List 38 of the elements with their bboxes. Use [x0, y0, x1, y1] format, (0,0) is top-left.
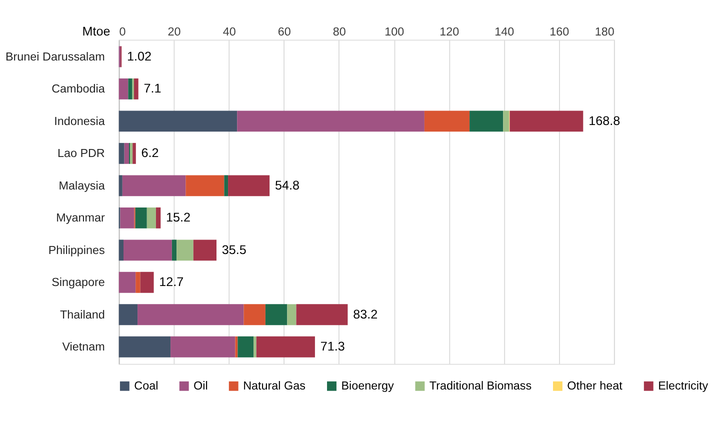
x-tick-label: 120 [440, 26, 460, 39]
total-label: 1.02 [126, 49, 152, 64]
legend-label: Coal [134, 380, 158, 393]
y-tick-label: Vietnam [62, 340, 105, 354]
x-tick-label: 100 [384, 26, 405, 39]
total-label: 7.1 [144, 82, 162, 96]
legend-label: Other heat [567, 380, 624, 393]
x-tick-label: 180 [594, 26, 615, 39]
y-tick-label: Philippines [48, 244, 106, 257]
y-tick-label: Singapore [52, 276, 105, 290]
x-tick-label: 60 [278, 26, 292, 39]
total-label: 35.5 [222, 242, 246, 257]
x-tick-label: 80 [332, 26, 346, 39]
x-tick-label: 160 [550, 26, 570, 39]
total-label: 83.2 [353, 307, 378, 322]
x-tick-label: 140 [494, 26, 515, 39]
x-tick-label: 20 [168, 26, 182, 39]
x-tick-label: 40 [222, 26, 236, 39]
y-tick-label: Brunei Darussalam [5, 50, 105, 64]
total-label: 54.8 [274, 178, 300, 192]
legend-label: Oil [194, 380, 208, 393]
y-tick-label: Thailand [60, 308, 105, 322]
y-tick-label: Cambodia [52, 82, 106, 96]
y-tick-label: Malaysia [58, 179, 106, 192]
legend-label: Natural Gas [243, 380, 306, 393]
total-label: 12.7 [159, 275, 184, 290]
legend-label: Traditional Biomass [429, 380, 532, 393]
total-label: 71.3 [320, 340, 345, 354]
total-label: 15.2 [166, 210, 191, 225]
total-label: 6.2 [141, 146, 159, 160]
x-axis-title: Mtoe [82, 24, 110, 39]
y-tick-label: Lao PDR [57, 147, 105, 160]
legend-label: Electricity [658, 380, 708, 393]
y-tick-label: Indonesia [54, 114, 106, 128]
total-label: 168.8 [588, 114, 620, 128]
y-tick-label: Myanmar [56, 212, 105, 225]
legend-label: Bioenergy [341, 380, 394, 393]
x-tick-label: 0 [119, 26, 126, 39]
